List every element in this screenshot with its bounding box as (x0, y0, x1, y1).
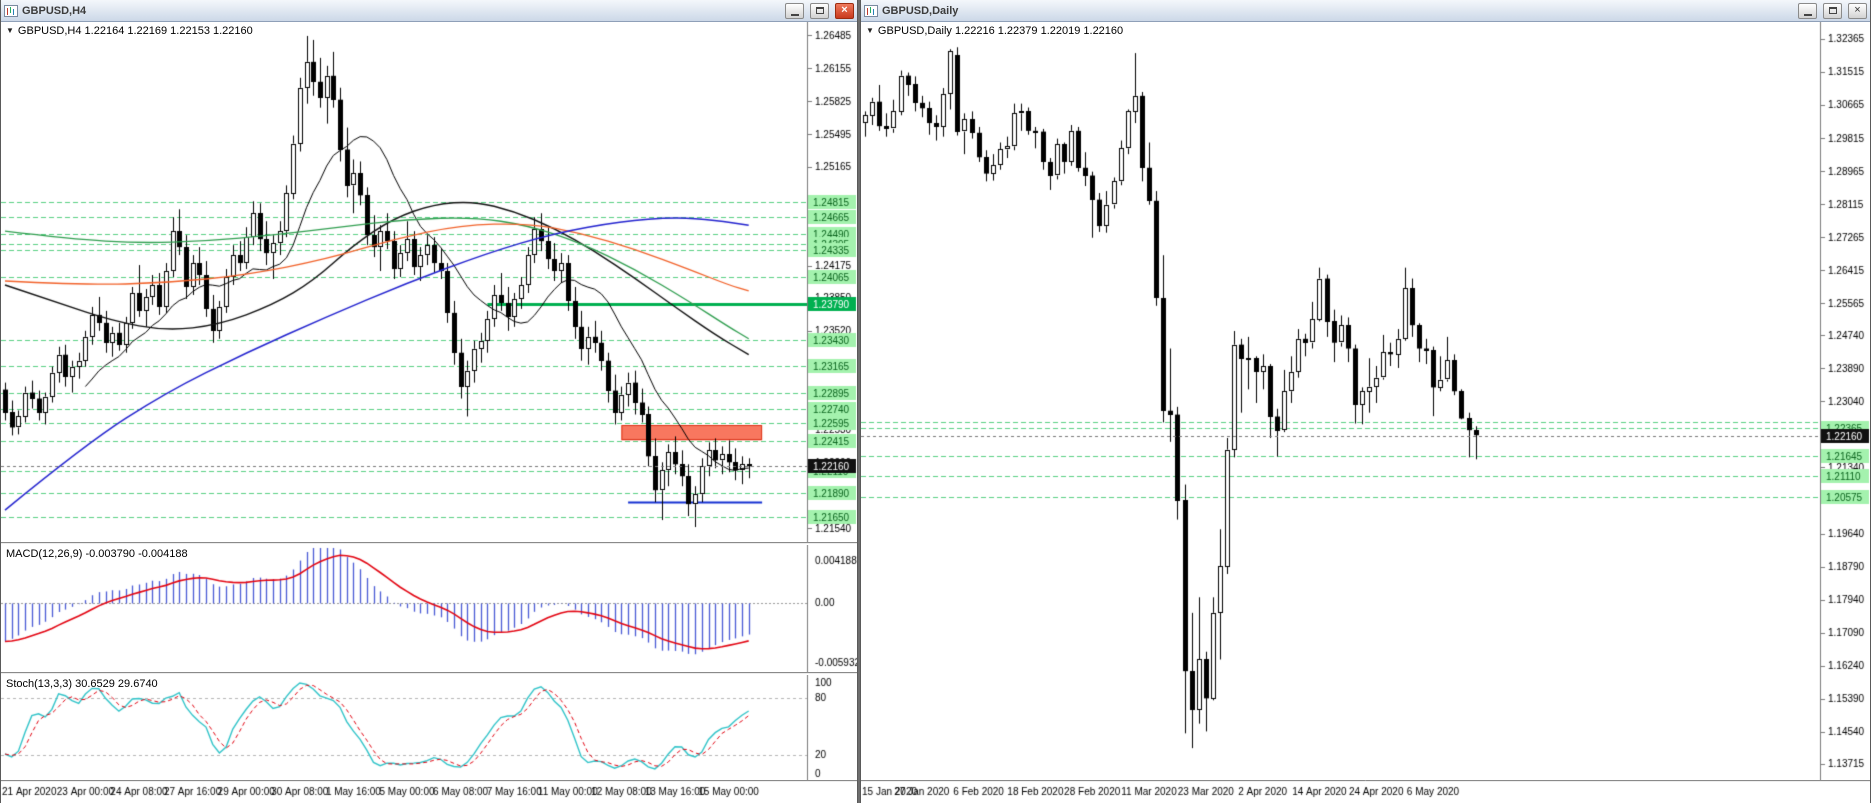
pane-separator[interactable] (1, 542, 857, 545)
chart-window-daily[interactable]: GBPUSD,Daily × ▼ GBPUSD,Daily 1.22216 1.… (860, 0, 1871, 803)
close-icon: × (1854, 4, 1861, 16)
chart-window-h4[interactable]: GBPUSD,H4 × ▼ GBPUSD,H4 1.22164 1.22169 … (0, 0, 858, 803)
restore-button[interactable] (810, 2, 829, 19)
minimize-button[interactable] (785, 2, 804, 19)
stoch-indicator-chart[interactable] (1, 675, 857, 780)
restore-icon (1828, 7, 1837, 14)
daily-time-axis[interactable] (861, 780, 1870, 803)
close-button[interactable]: × (835, 2, 854, 19)
chart-window-icon (4, 4, 18, 17)
restore-icon (815, 7, 824, 14)
close-icon: × (841, 4, 848, 16)
daily-price-pane: ▼ GBPUSD,Daily 1.22216 1.22379 1.22019 1… (861, 22, 1870, 780)
h4-price-pane: ▼ GBPUSD,H4 1.22164 1.22169 1.22153 1.22… (1, 22, 857, 542)
macd-indicator-chart[interactable] (1, 545, 857, 672)
minimize-button[interactable] (1798, 2, 1817, 19)
h4-time-axis[interactable] (1, 780, 857, 803)
window-title: GBPUSD,Daily (882, 4, 959, 17)
minimize-icon (1803, 13, 1812, 16)
close-button[interactable]: × (1848, 2, 1867, 19)
chart-window-icon (864, 4, 878, 17)
h4-chart-body: ▼ GBPUSD,H4 1.22164 1.22169 1.22153 1.22… (1, 22, 857, 803)
restore-button[interactable] (1823, 2, 1842, 19)
h4-price-chart[interactable] (1, 22, 857, 542)
pane-separator[interactable] (1, 672, 857, 675)
stoch-pane: Stoch(13,3,3) 30.6529 29.6740 (1, 675, 857, 780)
macd-pane: MACD(12,26,9) -0.003790 -0.004188 (1, 545, 857, 672)
daily-chart-body: ▼ GBPUSD,Daily 1.22216 1.22379 1.22019 1… (861, 22, 1870, 803)
titlebar-daily[interactable]: GBPUSD,Daily × (861, 0, 1870, 22)
window-title: GBPUSD,H4 (22, 4, 87, 17)
titlebar-h4[interactable]: GBPUSD,H4 × (1, 0, 857, 22)
minimize-icon (790, 13, 799, 16)
daily-price-chart[interactable] (861, 22, 1870, 780)
